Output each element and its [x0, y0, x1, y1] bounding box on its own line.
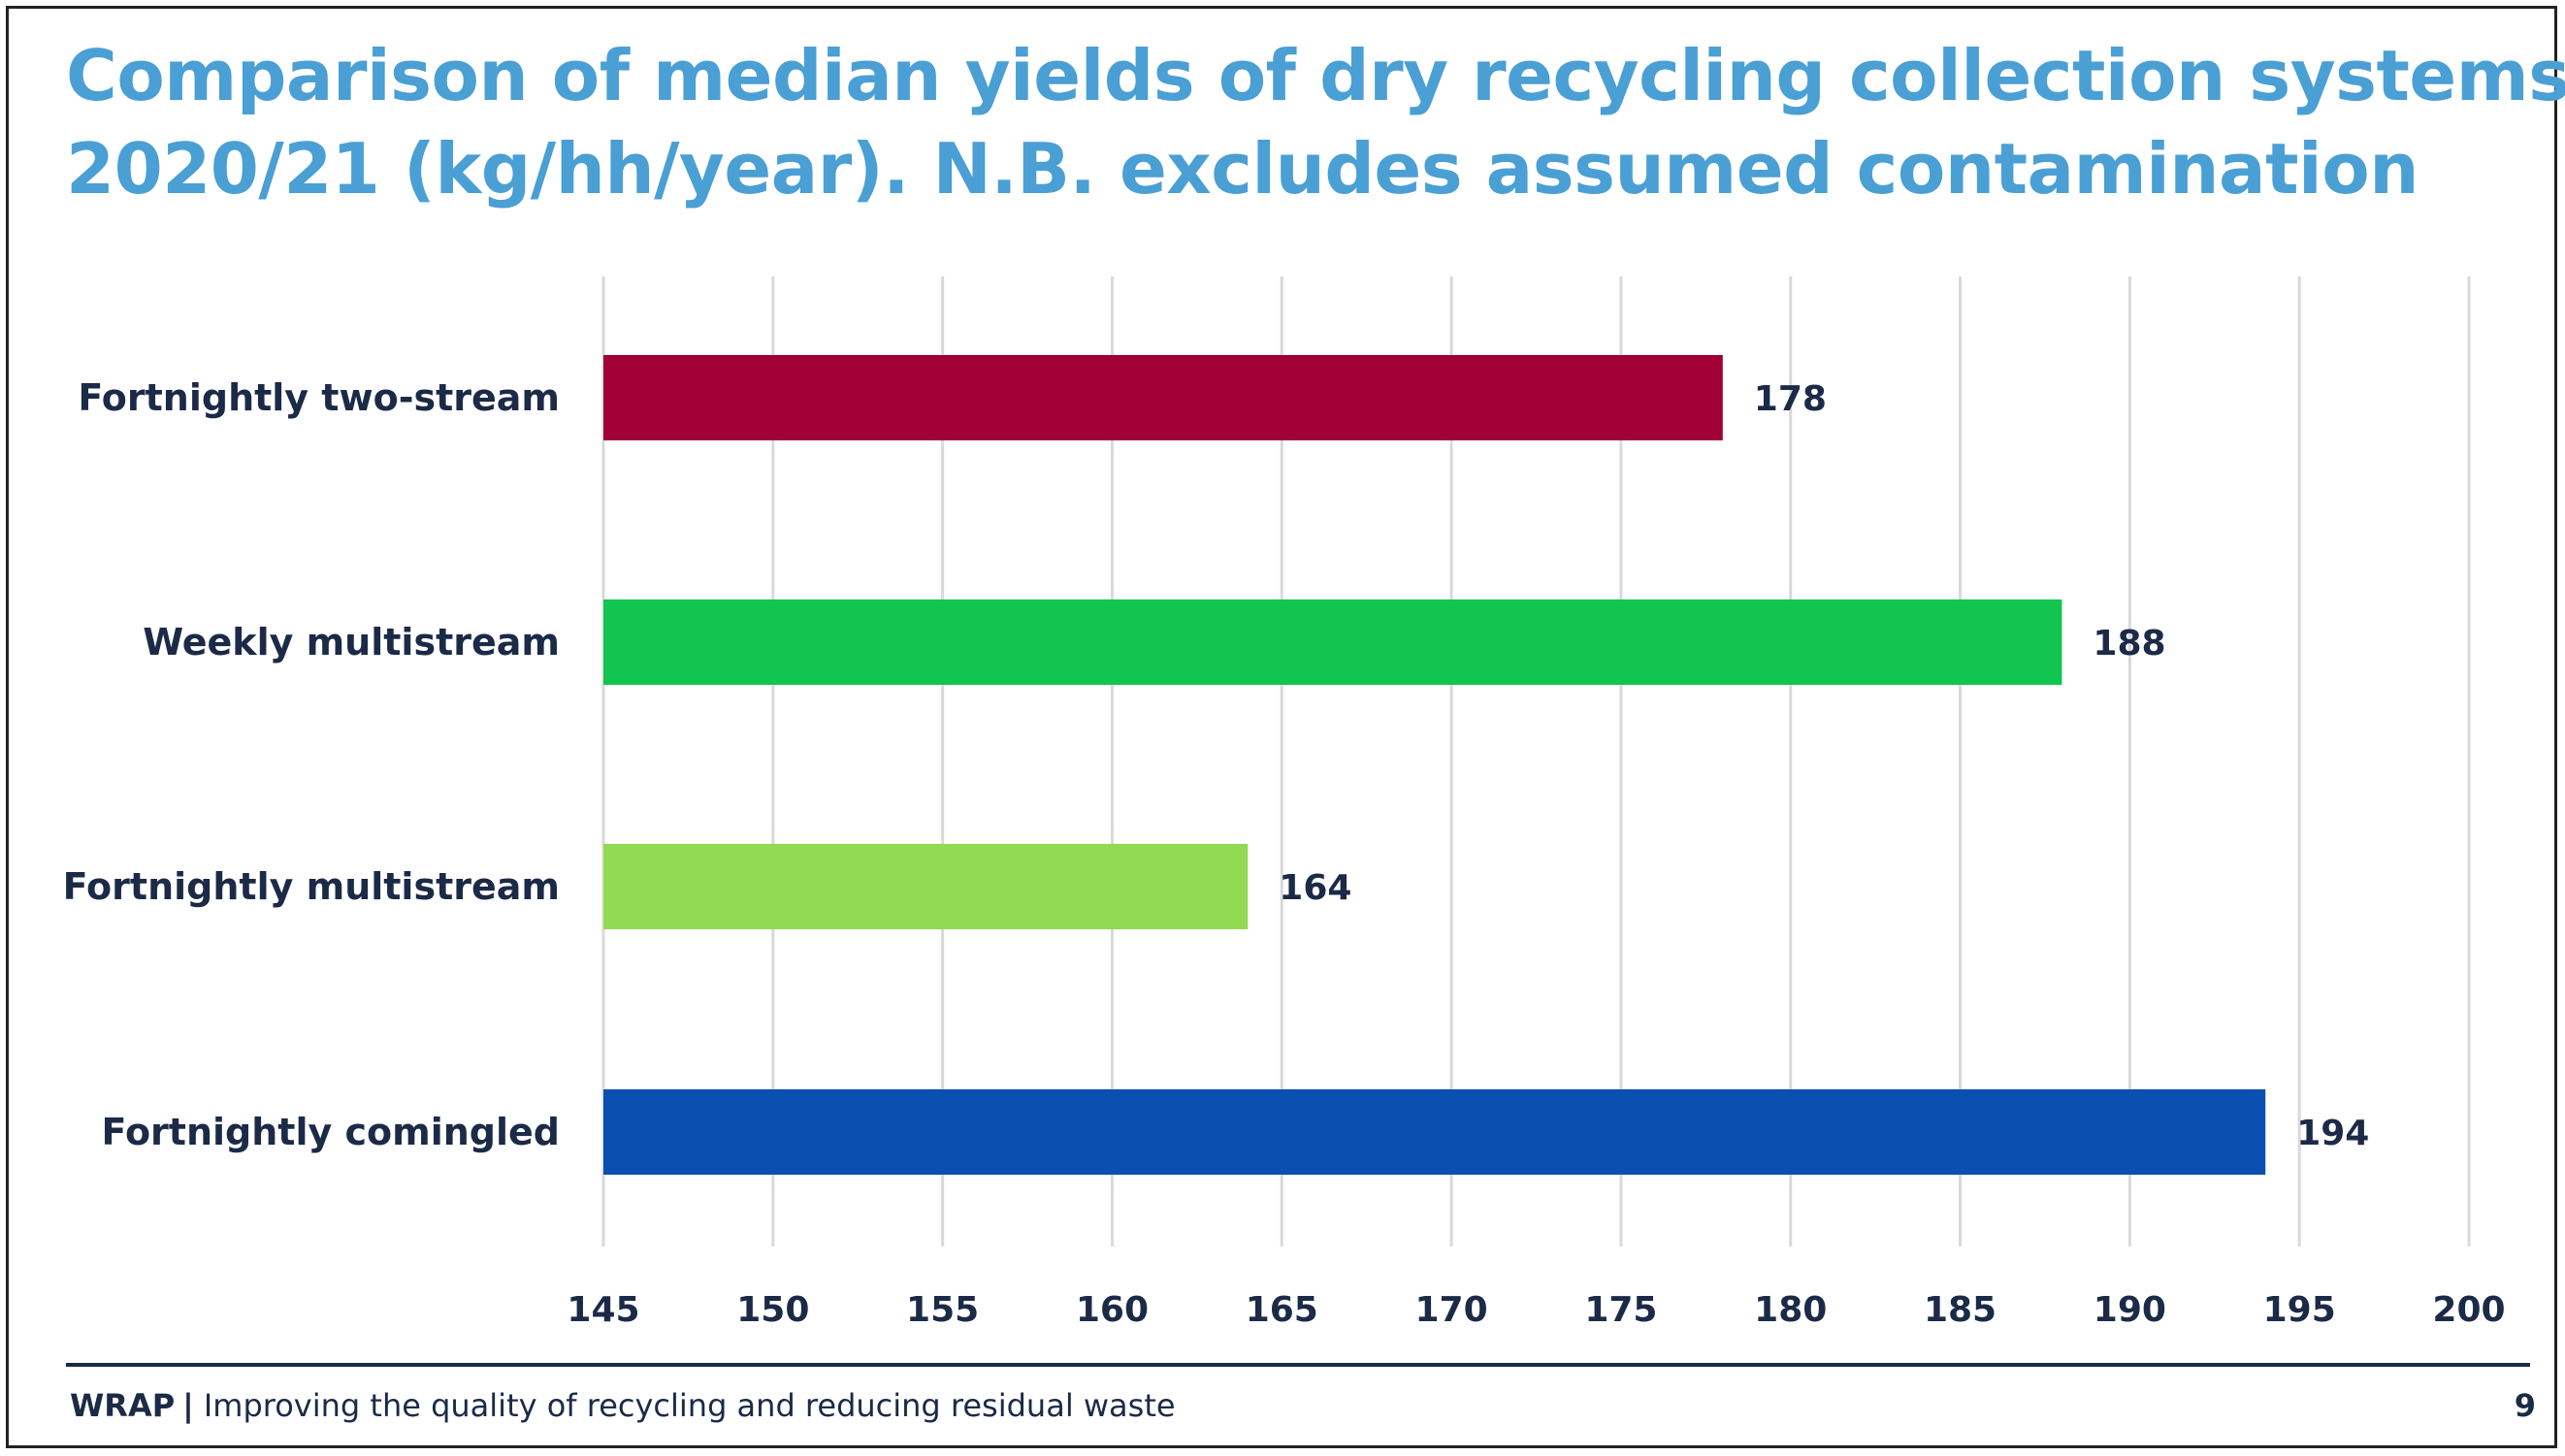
- page-number: 9: [2514, 1387, 2536, 1424]
- category-label: Fortnightly two-stream: [78, 376, 560, 419]
- x-tick-label: 155: [906, 1290, 979, 1330]
- x-tick-label: 185: [1924, 1290, 1997, 1330]
- chart-title-line-1: Comparison of median yields of dry recyc…: [66, 35, 2565, 116]
- x-tick-label: 180: [1754, 1290, 1827, 1330]
- x-tick-label: 165: [1246, 1290, 1318, 1330]
- bar: [603, 844, 1249, 929]
- footer-rule: [66, 1363, 2530, 1367]
- labels: 145 150 155 160 165 170 175 180 185 190 195 200 Fort…: [63, 376, 2506, 1330]
- bar: [603, 1089, 2266, 1175]
- x-tick-label: 190: [2094, 1290, 2166, 1330]
- chart-title-line-2: 2020/21 (kg/hh/year). N.B. excludes assu…: [66, 128, 2419, 210]
- x-tick-label: 150: [736, 1290, 809, 1330]
- data-label: 164: [1279, 868, 1351, 908]
- footer: WRAP | Improving the quality of recycling …: [70, 1387, 1176, 1424]
- category-label: Fortnightly multistream: [63, 865, 560, 908]
- category-label: Fortnightly comingled: [102, 1111, 560, 1153]
- category-label: Weekly multistream: [143, 621, 560, 663]
- x-tick-label: 170: [1415, 1290, 1488, 1330]
- data-label: 188: [2093, 624, 2165, 663]
- footer-brand: WRAP: [70, 1387, 176, 1424]
- x-tick-label: 195: [2263, 1290, 2336, 1330]
- x-tick-label: 200: [2432, 1290, 2505, 1330]
- footer-tagline: Improving the quality of recycling and r…: [203, 1387, 1176, 1424]
- bar-chart: 145 150 155 160 165 170 175 180 185 190 195 200 Fort…: [63, 276, 2506, 1330]
- bars: [603, 355, 2266, 1175]
- chart-title: Comparison of median yields of dry recyc…: [66, 29, 2565, 215]
- bar: [603, 599, 2062, 685]
- footer-separator: |: [182, 1387, 194, 1424]
- bar: [603, 355, 1723, 440]
- x-tick-label: 175: [1584, 1290, 1657, 1330]
- x-tick-label: 160: [1076, 1290, 1149, 1330]
- data-label: 178: [1754, 379, 1827, 419]
- data-label: 194: [2296, 1114, 2369, 1153]
- x-tick-label: 145: [567, 1290, 639, 1330]
